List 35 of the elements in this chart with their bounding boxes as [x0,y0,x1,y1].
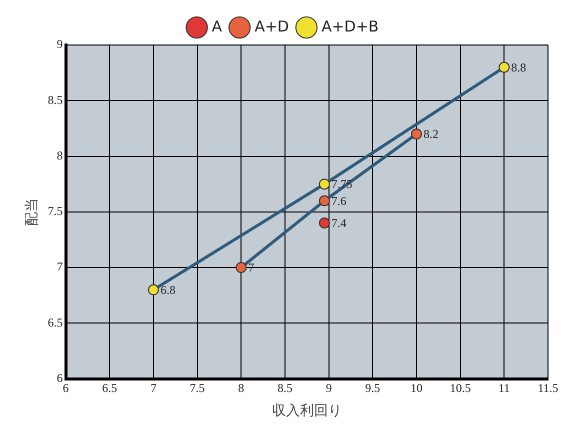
y-tick-label: 6 [56,370,63,385]
y-tick-label: 7 [56,260,63,274]
data-label: 7.4 [331,216,346,230]
x-axis-title: 収入利回り [272,403,342,420]
legend-label: A+D [254,17,289,36]
point [236,262,247,274]
y-tick-label: 8 [56,148,63,162]
x-tick-label: 9 [326,381,332,396]
x-tick-label: 6.5 [102,381,118,396]
x-tick-label: 7.5 [190,381,205,396]
point [318,195,330,206]
x-tick-label: 10.5 [450,381,471,396]
point [318,178,330,190]
x-tick-label: 8 [238,381,244,396]
data-label: 7.6 [331,194,346,208]
data-label: 6.8 [160,282,176,297]
x-tick-label: 10 [410,381,422,396]
x-tick-label: 9.5 [365,381,380,396]
y-axis-title: 配当 [24,198,40,226]
y-tick-label: 8.5 [48,92,63,107]
y-tick-label: 9 [56,37,63,52]
legend-label: A+D+B [321,17,379,36]
point [148,284,159,296]
y-tick-label: 7.5 [48,204,63,218]
point [498,62,510,73]
x-tick-label: 7 [150,381,156,396]
point [410,128,422,140]
point [318,218,330,229]
legend-label: A [212,17,223,36]
y-tick-label: 6.5 [48,315,63,330]
x-tick-label: 11 [498,381,510,396]
data-label: 8.2 [423,127,438,142]
data-label: 8.8 [511,60,526,74]
x-tick-label: 11.5 [538,381,558,396]
x-tick-label: 8.5 [277,381,292,396]
